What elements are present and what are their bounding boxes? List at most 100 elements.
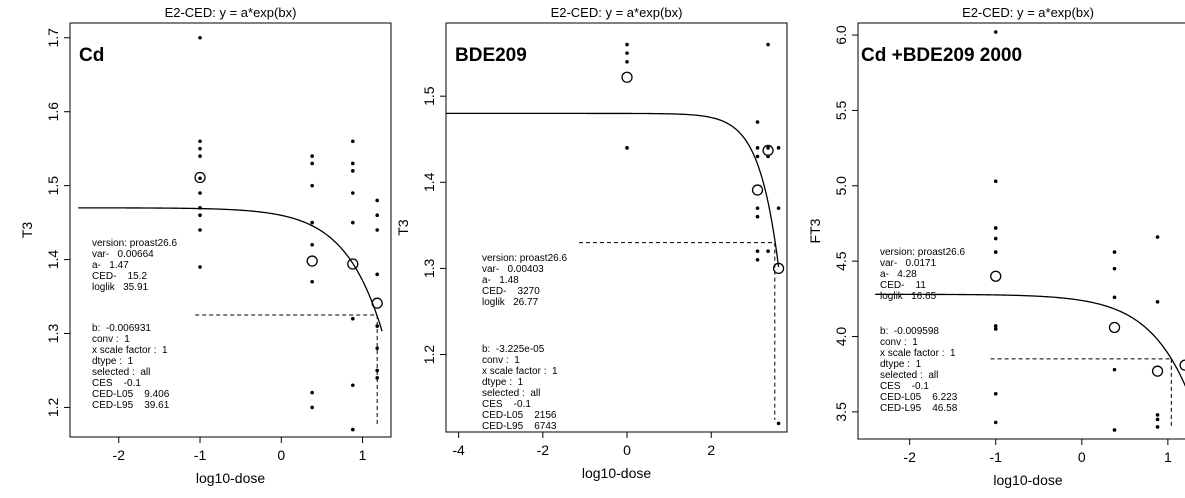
info-line: CED-L05 9.406 — [92, 389, 170, 400]
x-tick-label: 0 — [277, 447, 285, 463]
chart-title: E2-CED: y = a*exp(bx) — [962, 5, 1094, 20]
data-point — [1112, 266, 1117, 271]
data-point — [1155, 417, 1160, 422]
x-tick-label: 0 — [1078, 449, 1086, 465]
y-tick-label: 1.2 — [421, 345, 437, 365]
info-line: selected : all — [482, 388, 540, 399]
plot-frame — [69, 22, 392, 438]
info-line: selected : all — [92, 367, 150, 378]
info-line: CED-L95 39.61 — [92, 400, 170, 411]
data-point — [993, 226, 998, 230]
data-point — [351, 169, 355, 173]
data-point — [310, 161, 314, 166]
data-point — [198, 228, 202, 232]
info-line: x scale factor : 1 — [482, 366, 558, 377]
info-line: b: -3.225e-05 — [482, 344, 545, 355]
data-point — [993, 391, 998, 396]
chart-title: E2-CED: y = a*exp(bx) — [551, 5, 683, 20]
info-line: loglik 16.65 — [880, 291, 937, 302]
group-mean-marker — [347, 258, 359, 270]
data-point — [310, 220, 314, 225]
info-line: loglik 35.91 — [92, 282, 149, 293]
data-point — [755, 146, 760, 150]
data-point — [776, 421, 781, 426]
data-point — [310, 183, 314, 188]
data-point — [198, 191, 202, 195]
group-mean-marker — [762, 144, 774, 157]
data-point — [310, 390, 314, 395]
info-line: a- 1.48 — [482, 275, 519, 286]
y-tick-label: 1.5 — [421, 86, 437, 106]
data-point — [351, 383, 355, 388]
group-mean-marker — [621, 71, 633, 83]
data-point — [755, 154, 760, 159]
x-axis-label: log10-dose — [582, 465, 651, 481]
info-line: CES -0.1 — [482, 399, 531, 410]
panel-cd-bde209-2000: E2-CED: y = a*exp(bx) Cd +BDE209 2000 -2 -1… — [807, 5, 1185, 488]
info-line: dtype : 1 — [880, 359, 922, 370]
info-line: b: -0.006931 — [92, 323, 151, 334]
group-mean-marker — [772, 262, 785, 275]
data-point — [375, 198, 379, 203]
data-point — [351, 161, 355, 166]
group-mean-marker — [751, 184, 764, 196]
info-line: version: proast26.6 — [482, 253, 567, 264]
plot-frame — [445, 22, 788, 433]
x-tick-label: -2 — [903, 449, 916, 465]
data-point — [198, 146, 202, 151]
info-line: dtype : 1 — [92, 356, 134, 367]
data-point — [351, 191, 355, 195]
data-point — [755, 257, 760, 262]
fit-curve — [875, 293, 1185, 387]
data-point — [766, 42, 770, 47]
data-point — [351, 316, 355, 321]
data-point — [375, 376, 379, 380]
info-line: var- 0.0171 — [880, 258, 937, 269]
data-point — [351, 220, 355, 225]
info-line: CES -0.1 — [92, 378, 141, 389]
info-line: b: -0.009598 — [880, 326, 939, 337]
data-point — [1112, 428, 1117, 432]
info-line: CES -0.1 — [880, 381, 929, 392]
data-point — [310, 405, 314, 410]
data-point — [755, 206, 760, 210]
info-line: CED-L95 6743 — [482, 421, 557, 432]
fit-curve — [78, 207, 383, 332]
data-point — [625, 59, 629, 64]
info-line: CED- 15.2 — [92, 271, 147, 282]
data-point — [993, 324, 998, 328]
data-point — [625, 146, 629, 150]
data-point — [351, 427, 355, 432]
data-point — [198, 206, 202, 210]
x-tick-label: 2 — [707, 442, 715, 458]
info-line: conv : 1 — [482, 355, 520, 366]
info-line: version: proast26.6 — [880, 247, 965, 258]
info-line: var- 0.00403 — [482, 264, 544, 275]
data-point — [625, 42, 629, 47]
data-point — [993, 30, 998, 34]
data-point — [198, 154, 202, 158]
group-mean-marker — [1151, 365, 1164, 377]
info-line: a- 1.47 — [92, 260, 129, 271]
data-point — [755, 120, 760, 124]
group-mean-marker — [194, 171, 206, 184]
y-tick-label: 1.3 — [421, 258, 437, 278]
info-line: loglik 26.77 — [482, 297, 539, 308]
data-point — [375, 346, 379, 351]
info-line: CED-L05 6.223 — [880, 392, 958, 403]
y-tick-label: 4.5 — [833, 251, 849, 271]
data-point — [198, 139, 202, 144]
data-point — [993, 179, 998, 184]
group-mean-marker — [1108, 321, 1121, 334]
fit-curve — [446, 112, 780, 268]
data-point — [198, 213, 202, 218]
panel-label: BDE209 — [455, 45, 527, 66]
data-point — [1112, 250, 1117, 254]
data-point — [1112, 295, 1117, 300]
data-point — [310, 154, 314, 158]
data-point — [375, 228, 379, 232]
x-tick-label: 0 — [623, 442, 631, 458]
data-point — [993, 250, 998, 254]
group-mean-marker — [306, 255, 318, 267]
x-tick-label: -2 — [537, 442, 550, 458]
